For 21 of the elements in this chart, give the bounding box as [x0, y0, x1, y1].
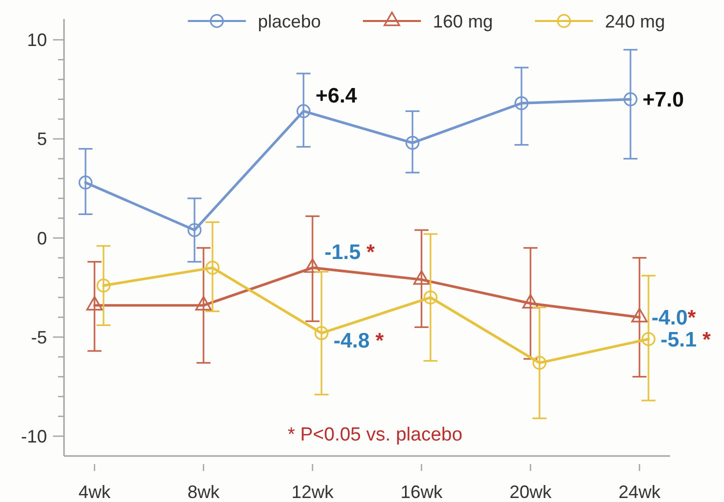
x-tick-label: 8wk [188, 482, 221, 502]
x-tick-label: 4wk [78, 482, 112, 502]
annotation: * P<0.05 vs. placebo [288, 424, 462, 446]
data-label: -4.8 * [334, 329, 385, 352]
data-label: -5.1 * [660, 328, 712, 352]
x-tick-label: 20wk [509, 482, 552, 502]
y-tick-label: -5 [30, 327, 47, 348]
y-tick-label: -10 [20, 426, 47, 446]
data-label: -1.5 * [324, 241, 376, 264]
x-tick-label: 24wk [618, 482, 662, 502]
legend-label: placebo [258, 11, 321, 32]
x-tick-label: 16wk [400, 482, 444, 502]
data-label: +6.4 [316, 84, 358, 108]
y-tick-label: 5 [36, 129, 47, 150]
legend-label: 160 mg [432, 11, 493, 32]
data-label: -4.0* [651, 306, 697, 330]
x-tick-label: 12wk [291, 482, 335, 502]
legend-label: 240 mg [604, 11, 665, 32]
y-tick-label: 10 [26, 30, 47, 50]
y-tick-label: 0 [36, 228, 47, 248]
data-label: +7.0 [642, 88, 684, 112]
